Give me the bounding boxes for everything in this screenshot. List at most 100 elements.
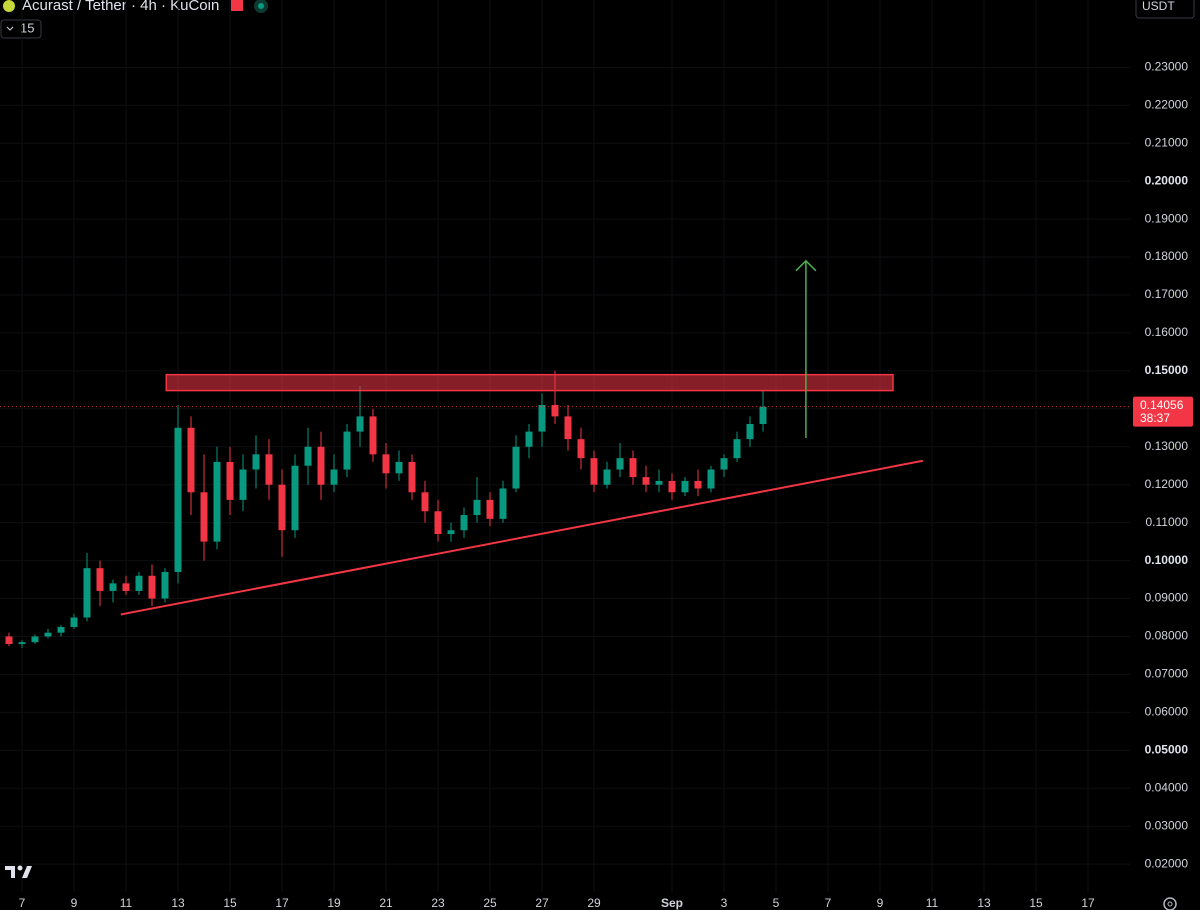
x-tick-label: Sep [661, 896, 683, 910]
y-tick-label: 0.09000 [1145, 591, 1189, 605]
y-tick-label: 0.08000 [1145, 629, 1189, 643]
candle-body [512, 446, 520, 489]
y-tick-label: 0.21000 [1145, 135, 1189, 149]
candle-body [70, 617, 78, 627]
x-tick-label: 9 [877, 896, 884, 910]
x-tick-label: 3 [721, 896, 728, 910]
candle-body [538, 405, 546, 432]
candle-body [44, 632, 52, 637]
status-dot [258, 3, 264, 9]
candle-body [304, 446, 312, 466]
chevron [6, 26, 14, 31]
y-tick-label: 0.15000 [1145, 363, 1189, 377]
x-tick-label: 19 [327, 896, 341, 910]
candle-body [681, 480, 689, 493]
candle-body [356, 416, 364, 432]
target-arrow [795, 259, 817, 439]
x-tick-label: 17 [1081, 896, 1095, 910]
y-tick-label: 0.03000 [1145, 818, 1189, 832]
x-tick-label: 11 [926, 896, 939, 910]
x-tick-label: 23 [431, 896, 445, 910]
y-tick-label: 0.06000 [1145, 705, 1189, 719]
x-tick-label: 25 [483, 896, 497, 910]
y-tick-label: 0.11000 [1146, 515, 1189, 529]
candle-body [83, 568, 91, 618]
chart-title[interactable]: Acurast / Tether · 4h · KuCoin [22, 0, 219, 14]
currency-label[interactable]: USDT [1142, 0, 1175, 13]
candle-body [486, 499, 494, 519]
y-tick-label: 0.05000 [1145, 742, 1189, 756]
candle-body [96, 568, 104, 591]
settings-icon[interactable] [1163, 897, 1177, 910]
x-tick-label: 27 [535, 896, 549, 910]
candle-body [161, 571, 169, 599]
candle-body [577, 439, 585, 459]
candle-body [5, 636, 13, 645]
candle-body [551, 405, 559, 417]
x-tick-label: 13 [171, 896, 185, 910]
candle-body [174, 427, 182, 572]
candle-body [135, 575, 143, 591]
candle-body [590, 458, 598, 485]
candle-body [395, 461, 403, 474]
last-price-label: 0.14056 [1140, 398, 1184, 412]
y-tick-label: 0.17000 [1145, 287, 1189, 301]
y-tick-label: 0.13000 [1145, 439, 1189, 453]
trendline [120, 459, 924, 616]
candle-body [213, 461, 221, 542]
candle-body [655, 480, 663, 485]
candle-body [408, 461, 416, 493]
candle-body [564, 416, 572, 440]
currency-button[interactable] [1135, 0, 1195, 19]
candle-body [668, 480, 676, 493]
x-tick-label: 9 [71, 896, 78, 910]
candle-body [148, 575, 156, 599]
y-tick-label: 0.23000 [1145, 59, 1189, 73]
candle-body [57, 626, 65, 633]
candle-body [460, 515, 468, 531]
y-tick-label: 0.18000 [1145, 249, 1189, 263]
candle-body [343, 431, 351, 470]
candle-body [499, 488, 507, 519]
candle-body [707, 469, 715, 489]
y-tick-label: 0.12000 [1145, 477, 1189, 491]
candle-body [616, 458, 624, 470]
y-tick-label: 0.20000 [1145, 173, 1189, 187]
y-tick-label: 0.07000 [1145, 667, 1189, 681]
x-tick-label: 15 [223, 896, 237, 910]
candle-body [720, 458, 728, 470]
candle-body [200, 492, 208, 542]
candle-body [239, 469, 247, 500]
candle-body [629, 458, 637, 478]
candle-body [31, 636, 39, 643]
y-tick-label: 0.04000 [1145, 780, 1189, 794]
y-tick-label: 0.19000 [1145, 211, 1189, 225]
candle-body [603, 469, 611, 485]
candle-body [18, 642, 26, 645]
candle-body [252, 454, 260, 470]
candle-body [473, 499, 481, 516]
candle-body [733, 439, 741, 459]
x-tick-label: 21 [379, 896, 393, 910]
x-tick-label: 7 [19, 896, 26, 910]
x-tick-label: 17 [275, 896, 289, 910]
candle-body [226, 461, 234, 500]
candle-body [187, 427, 195, 493]
candle-body [122, 583, 130, 591]
candle-body [317, 446, 325, 485]
symbol-icon [3, 0, 15, 12]
x-tick-label: 29 [587, 896, 601, 910]
x-tick-label: 15 [1029, 896, 1043, 910]
candle-body [642, 477, 650, 485]
candle-body [759, 406, 767, 424]
flag-icon[interactable] [231, 0, 243, 11]
y-tick-label: 0.02000 [1145, 856, 1189, 870]
tradingview-logo [5, 865, 32, 878]
resistance-zone [165, 373, 894, 392]
candle-body [278, 484, 286, 531]
indicator-count[interactable]: 15 [20, 20, 34, 35]
indicator-toggle[interactable] [0, 19, 42, 39]
candle-body [694, 480, 702, 489]
